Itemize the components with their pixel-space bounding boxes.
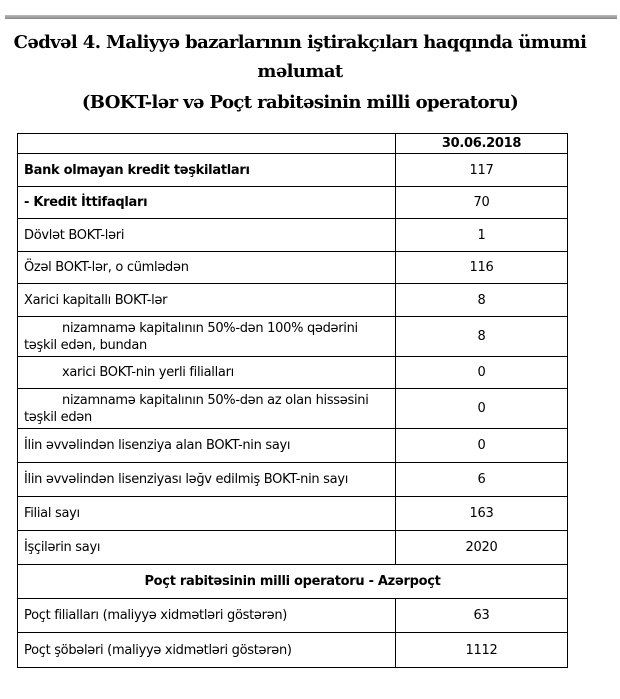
row-label: nizamnamə kapitalının 50%-dən az olan hi… [17,388,396,429]
table-row: Poçt şöbələri (maliyyə xidmətləri göstər… [17,632,568,668]
row-label: İlin əvvəlindən lisenziyası ləğv edilmiş… [17,462,396,497]
table-row: nizamnamə kapitalının 50%-dən 100% qədər… [17,316,568,357]
table-row: İlin əvvəlindən lisenziya alan BOKT-nin … [17,428,568,463]
section-row: Poçt rabitəsinin milli operatoru - Azərp… [17,564,568,599]
table-row: nizamnamə kapitalının 50%-dən az olan hi… [17,388,568,429]
row-label: Xarici kapitallı BOKT-lər [17,283,396,317]
table-row: İşçilərin sayı 2020 [17,530,568,565]
table-row: İlin əvvəlindən lisenziyası ləğv edilmiş… [17,462,568,497]
row-label: xarici BOKT-nin yerli filialları [17,356,396,389]
section-title: Poçt rabitəsinin milli operatoru - Azərp… [17,564,568,599]
row-label: - Kredit İttifaqları [17,186,396,219]
row-value: 117 [395,153,568,187]
table-header: 30.06.2018 [17,133,568,154]
header-cell-date: 30.06.2018 [395,133,568,154]
row-label: Filial sayı [17,496,396,531]
row-label: Poçt filialları (maliyyə xidmətləri göst… [17,598,396,633]
row-value: 63 [395,598,568,633]
row-value: 0 [395,356,568,389]
table-row: Bank olmayan kredit təşkilatları 117 [17,153,568,187]
row-value: 0 [395,428,568,463]
data-table: 30.06.2018 Bank olmayan kredit təşkilatl… [17,133,568,668]
row-value: 2020 [395,530,568,565]
top-divider [5,15,617,19]
row-value: 116 [395,251,568,284]
table-row: Poçt filialları (maliyyə xidmətləri göst… [17,598,568,633]
row-label: Poçt şöbələri (maliyyə xidmətləri göstər… [17,632,396,668]
table-row: xarici BOKT-nin yerli filialları 0 [17,356,568,389]
row-value: 8 [395,316,568,357]
table-row: Filial sayı 163 [17,496,568,531]
table-row: Özəl BOKT-lər, o cümlədən 116 [17,251,568,284]
row-label: nizamnamə kapitalının 50%-dən 100% qədər… [17,316,396,357]
table-row: - Kredit İttifaqları 70 [17,186,568,219]
row-value: 6 [395,462,568,497]
row-value: 1 [395,218,568,252]
page-subtitle: (BOKT-lər və Poçt rabitəsinin milli oper… [81,92,519,113]
row-label: Özəl BOKT-lər, o cümlədən [17,251,396,284]
row-value: 1112 [395,632,568,668]
row-label: İşçilərin sayı [17,530,396,565]
table-row: Dövlət BOKT-ləri 1 [17,218,568,252]
row-value: 0 [395,388,568,429]
row-value: 163 [395,496,568,531]
row-label: Dövlət BOKT-ləri [17,218,396,252]
row-label: İlin əvvəlindən lisenziya alan BOKT-nin … [17,428,396,463]
header-cell [17,133,396,154]
row-label: Bank olmayan kredit təşkilatları [17,153,396,187]
row-value: 8 [395,283,568,317]
row-value: 70 [395,186,568,219]
page-title: Cədvəl 4. Maliyyə bazarlarının iştirakçı… [13,32,587,82]
table-row: Xarici kapitallı BOKT-lər 8 [17,283,568,317]
